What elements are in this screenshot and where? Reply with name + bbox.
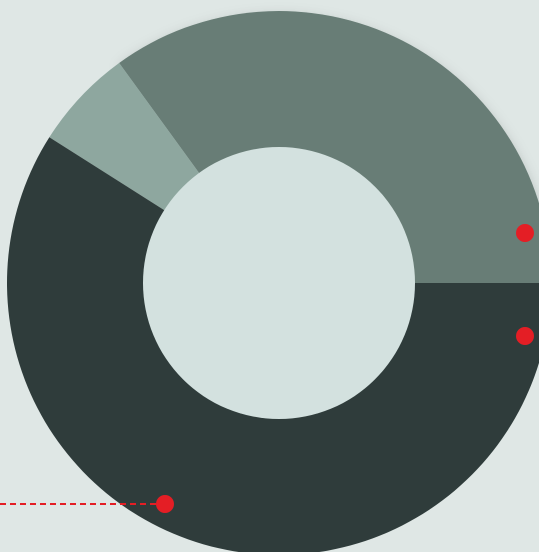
callout-dot-2 bbox=[516, 327, 534, 345]
callout-dot-3 bbox=[156, 495, 174, 513]
callout-dot-1 bbox=[516, 224, 534, 242]
donut-slice-1 bbox=[119, 11, 539, 283]
callout-markers bbox=[0, 224, 534, 513]
donut-hole bbox=[143, 147, 415, 419]
